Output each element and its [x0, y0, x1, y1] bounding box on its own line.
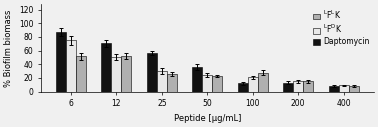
Bar — [238, 83, 248, 92]
Bar — [56, 32, 66, 92]
Bar — [202, 75, 212, 92]
Legend: $\mathregular{^LF^LK}$, $\mathregular{^LF^DK}$, Daptomycin: $\mathregular{^LF^LK}$, $\mathregular{^L… — [312, 8, 370, 47]
Bar — [303, 81, 313, 92]
Bar — [76, 56, 86, 92]
Bar — [258, 73, 268, 92]
Bar — [66, 40, 76, 92]
Bar — [283, 83, 293, 92]
Bar — [329, 86, 339, 92]
Bar — [101, 43, 112, 92]
Bar — [112, 57, 121, 92]
X-axis label: Peptide [µg/mL]: Peptide [µg/mL] — [174, 114, 241, 123]
Y-axis label: % Biofilm biomass: % Biofilm biomass — [4, 9, 13, 87]
Bar — [167, 74, 177, 92]
Bar — [121, 56, 132, 92]
Bar — [212, 76, 222, 92]
Bar — [248, 77, 258, 92]
Bar — [339, 85, 349, 92]
Bar — [192, 67, 202, 92]
Bar — [157, 71, 167, 92]
Bar — [147, 53, 157, 92]
Bar — [293, 81, 303, 92]
Bar — [349, 86, 359, 92]
